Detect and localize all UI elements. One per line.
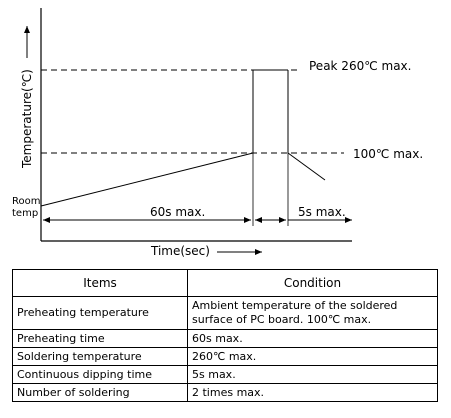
condition-header: Condition [187, 269, 438, 297]
row-item: Continuous dipping time [12, 365, 188, 384]
row-item: Preheating temperature [12, 296, 188, 330]
row-condition: 260℃ max. [187, 347, 438, 366]
table-row: Preheating time 60s max. [12, 329, 438, 348]
row-item: Preheating time [12, 329, 188, 348]
row-item: Number of soldering [12, 383, 188, 402]
y-axis-label: Temperature(℃) [20, 69, 34, 169]
soldering-profile-diagram: Temperature(℃) Time(sec) Room temp Peak … [12, 8, 423, 258]
table-row: Preheating temperature Ambient temperatu… [12, 296, 438, 330]
row-condition: 60s max. [187, 329, 438, 348]
row-condition: 2 times max. [187, 383, 438, 402]
cooldown-slope [287, 152, 326, 181]
preheat-level-label: 100℃ max. [353, 147, 423, 161]
x-axis-label: Time(sec) [150, 244, 210, 258]
row-condition: 5s max. [187, 365, 438, 384]
row-item: Soldering temperature [12, 347, 188, 366]
peak-duration-label: 5s max. [298, 205, 346, 219]
room-temp-label-line1: Room [12, 196, 40, 207]
soldering-conditions-table: Items Condition Preheating temperature A… [12, 269, 438, 402]
table-header-row: Items Condition [12, 269, 438, 297]
room-temp-label-line2: temp [12, 208, 38, 219]
preheat-ramp [40, 152, 254, 207]
peak-label: Peak 260℃ max. [309, 59, 411, 73]
items-header: Items [12, 269, 188, 297]
row-condition: Ambient temperature of the soldered surf… [187, 296, 438, 330]
table-row: Continuous dipping time 5s max. [12, 365, 438, 384]
preheat-duration-label: 60s max. [150, 205, 205, 219]
table-row: Soldering temperature 260℃ max. [12, 347, 438, 366]
table-row: Number of soldering 2 times max. [12, 383, 438, 402]
